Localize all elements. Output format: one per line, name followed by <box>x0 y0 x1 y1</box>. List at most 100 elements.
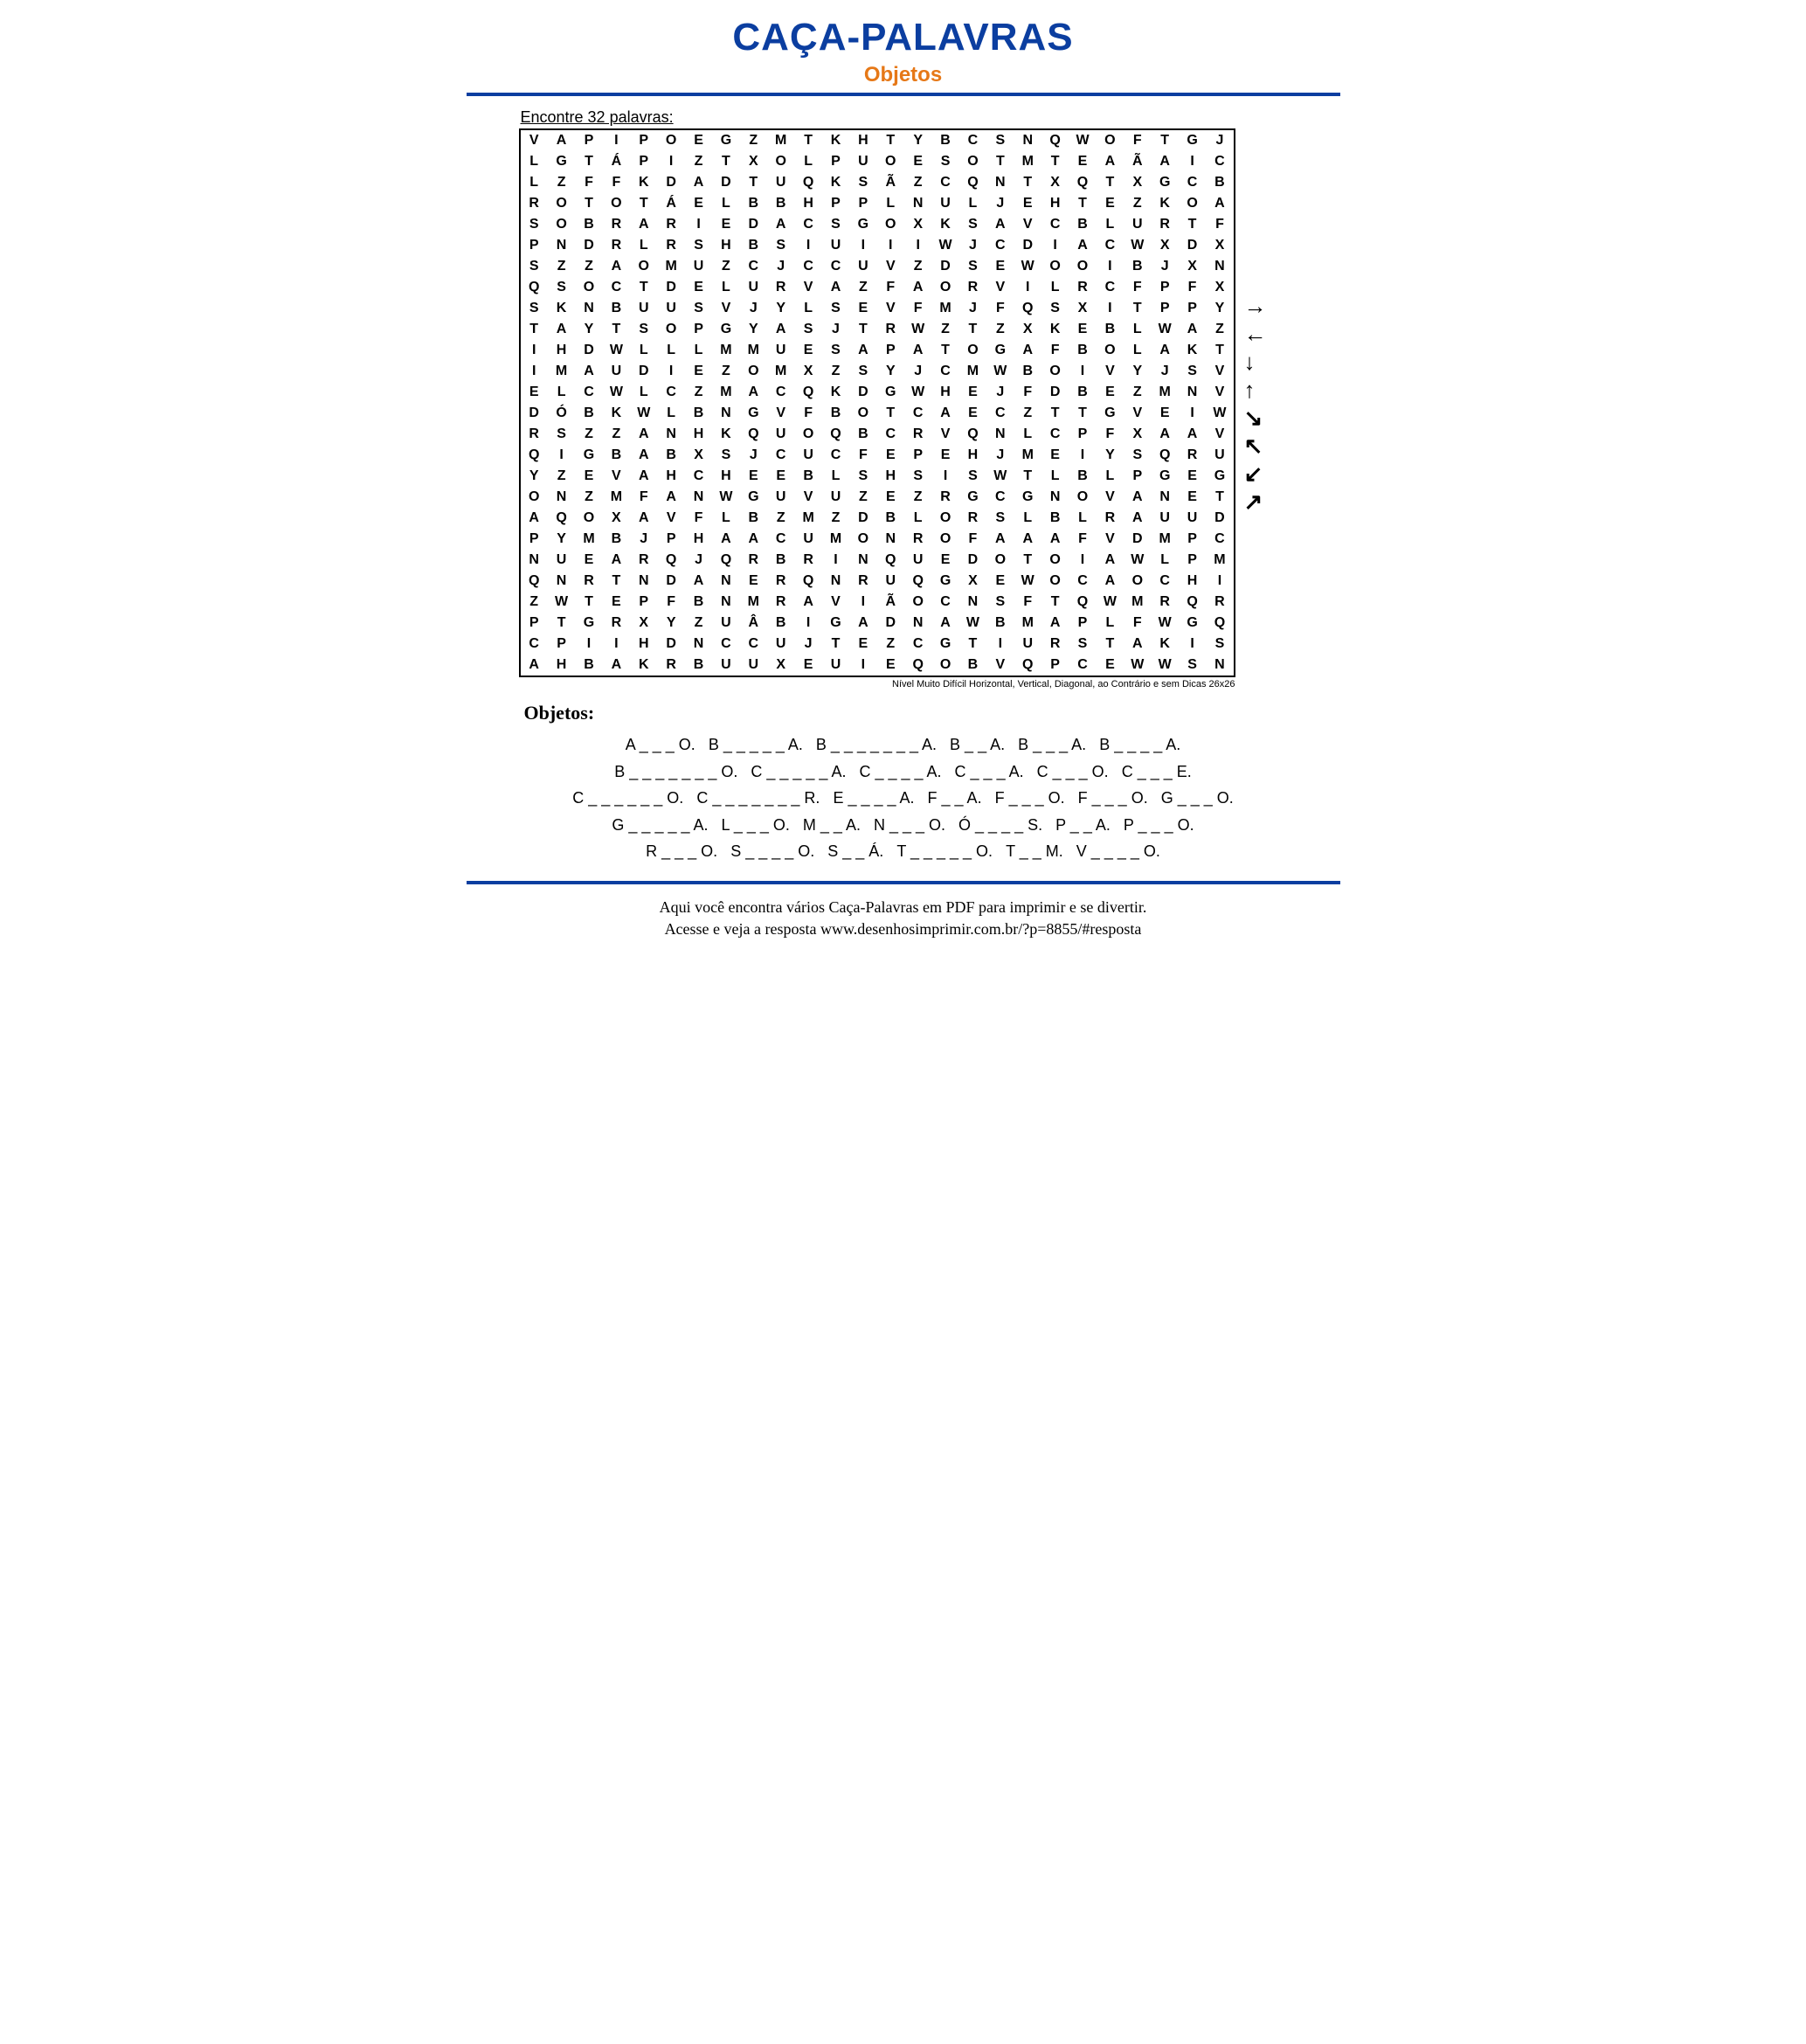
grid-cell: C <box>1097 277 1124 298</box>
grid-cell: T <box>1151 130 1178 151</box>
grid-cell: H <box>931 382 958 403</box>
grid-cell: M <box>1014 613 1041 634</box>
hint-item: F _ _ A. <box>928 789 982 807</box>
grid-cell: N <box>548 571 575 592</box>
grid-cell: J <box>685 550 712 571</box>
grid-cell: M <box>1151 529 1178 550</box>
grid-cell: L <box>1097 613 1124 634</box>
grid-cell: V <box>1097 361 1124 382</box>
grid-cell: X <box>740 151 767 172</box>
grid-cell: I <box>603 634 630 655</box>
hint-item: S _ _ _ _ O. <box>730 842 814 860</box>
grid-cell: F <box>630 487 657 508</box>
grid-cell: L <box>1151 550 1178 571</box>
grid-cell: O <box>931 508 958 529</box>
grid-cell: I <box>904 235 931 256</box>
grid-cell: U <box>1151 508 1178 529</box>
grid-cell: R <box>1179 445 1206 466</box>
hint-item: N _ _ _ O. <box>874 816 945 834</box>
grid-cell: B <box>931 130 958 151</box>
grid-cell: I <box>1097 256 1124 277</box>
grid-cell: A <box>1097 550 1124 571</box>
grid-cell: A <box>575 361 602 382</box>
grid-cell: O <box>986 550 1014 571</box>
grid-cell: D <box>931 256 958 277</box>
grid-cell: A <box>740 529 767 550</box>
grid-cell: P <box>630 592 657 613</box>
grid-cell: B <box>1014 361 1041 382</box>
grid-cell: P <box>822 151 849 172</box>
arrow-down-icon: ↓ <box>1244 350 1267 373</box>
grid-cell: X <box>767 655 794 676</box>
grid-cell: R <box>904 424 931 445</box>
grid-row: VAPIPOEGZMTKHTYBCSNQWOFTGJ <box>521 130 1234 151</box>
grid-cell: B <box>849 424 876 445</box>
grid-cell: B <box>740 235 767 256</box>
grid-cell: E <box>959 403 986 424</box>
grid-cell: T <box>1014 550 1041 571</box>
grid-cell: S <box>986 508 1014 529</box>
grid-cell: I <box>1069 550 1096 571</box>
grid-cell: D <box>849 508 876 529</box>
hint-item: L _ _ _ O. <box>722 816 790 834</box>
grid-cell: R <box>767 592 794 613</box>
grid-cell: A <box>1179 424 1206 445</box>
grid-cell: Z <box>904 172 931 193</box>
grid-cell: L <box>712 193 739 214</box>
grid-cell: U <box>849 151 876 172</box>
grid-cell: F <box>1179 277 1206 298</box>
grid-cell: P <box>630 130 657 151</box>
grid-cell: C <box>1069 655 1096 676</box>
grid-cell: A <box>986 214 1014 235</box>
grid-cell: X <box>959 571 986 592</box>
arrow-up-icon: ↑ <box>1244 378 1267 401</box>
grid-cell: O <box>931 529 958 550</box>
grid-cell: I <box>1179 151 1206 172</box>
grid-cell: O <box>1179 193 1206 214</box>
grid-cell: E <box>931 445 958 466</box>
grid-cell: R <box>767 277 794 298</box>
grid-cell: M <box>1124 592 1151 613</box>
hints-block: A _ _ _ O. B _ _ _ _ _ A. B _ _ _ _ _ _ … <box>545 731 1262 865</box>
grid-cell: B <box>1069 340 1096 361</box>
grid-cell: I <box>1179 403 1206 424</box>
page: CAÇA-PALAVRAS Objetos Encontre 32 palavr… <box>467 0 1340 958</box>
grid-cell: A <box>794 592 821 613</box>
grid-cell: S <box>931 151 958 172</box>
grid-cell: A <box>1151 340 1178 361</box>
grid-cell: B <box>1124 256 1151 277</box>
grid-cell: X <box>904 214 931 235</box>
grid-cell: Á <box>603 151 630 172</box>
grid-cell: D <box>1206 508 1233 529</box>
grid-cell: S <box>822 214 849 235</box>
grid-cell: Q <box>877 550 904 571</box>
grid-cell: J <box>1206 130 1233 151</box>
grid-cell: Z <box>1124 193 1151 214</box>
grid-cell: J <box>767 256 794 277</box>
grid-cell: L <box>822 466 849 487</box>
grid-cell: M <box>931 298 958 319</box>
grid-cell: C <box>767 382 794 403</box>
footer-text: Aqui você encontra vários Caça-Palavras … <box>467 897 1340 940</box>
grid-cell: S <box>1179 361 1206 382</box>
grid-cell: B <box>1069 382 1096 403</box>
grid-cell: M <box>1014 151 1041 172</box>
grid-row: QSOCTDELURVAZFAORVILRCFPFX <box>521 277 1234 298</box>
grid-cell: E <box>849 634 876 655</box>
hint-item: C _ _ _ E. <box>1122 763 1192 780</box>
grid-cell: C <box>1179 172 1206 193</box>
hint-item: C _ _ _ _ _ _ _ R. <box>696 789 820 807</box>
grid-cell: I <box>822 550 849 571</box>
grid-row: ZWTEPFBNMRAVIÃOCNSFTQWMRQR <box>521 592 1234 613</box>
grid-cell: F <box>794 403 821 424</box>
page-subtitle: Objetos <box>467 63 1340 87</box>
grid-row: SKNBUUSVJYLSEVFMJFQSXITPPY <box>521 298 1234 319</box>
grid-cell: N <box>521 550 548 571</box>
grid-cell: T <box>575 151 602 172</box>
grid-cell: Z <box>904 487 931 508</box>
grid-cell: A <box>1151 151 1178 172</box>
grid-row: PYMBJPHAACUMONROFAAAFVDMPC <box>521 529 1234 550</box>
grid-cell: B <box>1041 508 1069 529</box>
grid-cell: N <box>959 592 986 613</box>
grid-cell: O <box>877 151 904 172</box>
